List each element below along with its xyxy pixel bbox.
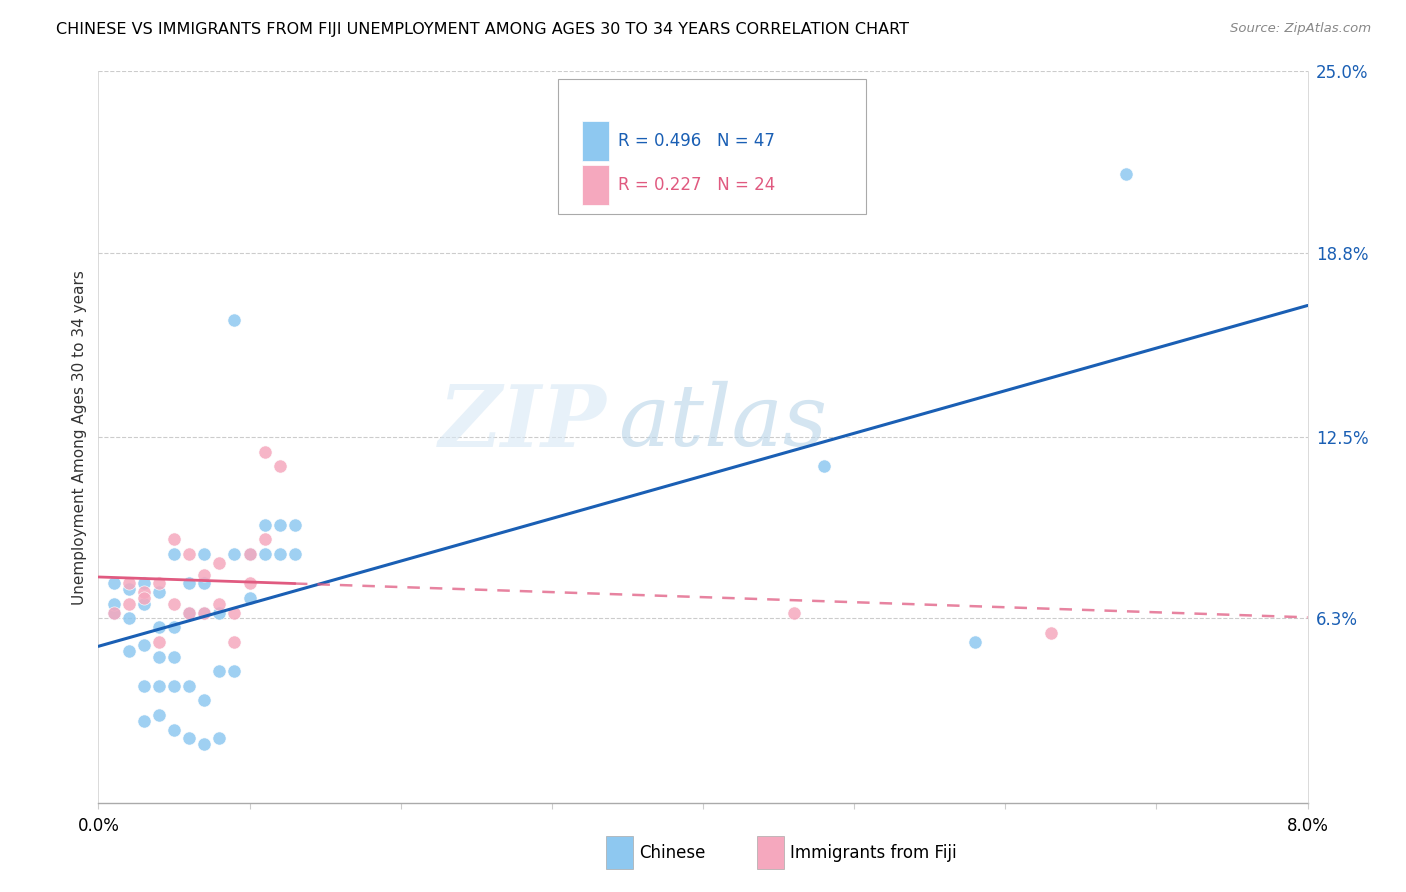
Point <box>118 611 141 625</box>
Point <box>269 547 291 561</box>
Text: Source: ZipAtlas.com: Source: ZipAtlas.com <box>1230 22 1371 36</box>
Point <box>103 576 125 591</box>
Point <box>132 679 155 693</box>
Point <box>132 585 155 599</box>
Point <box>148 635 170 649</box>
Point <box>103 606 125 620</box>
Point <box>284 517 307 532</box>
Point <box>132 597 155 611</box>
Point <box>132 591 155 605</box>
Point <box>208 597 231 611</box>
FancyBboxPatch shape <box>558 78 866 214</box>
Text: ZIP: ZIP <box>439 381 606 464</box>
Point <box>224 635 246 649</box>
Point <box>193 606 215 620</box>
Point <box>163 620 186 634</box>
Point <box>253 517 276 532</box>
Point <box>179 606 201 620</box>
Point <box>193 576 215 591</box>
Point <box>224 547 246 561</box>
Point <box>193 547 215 561</box>
Point <box>148 649 170 664</box>
Point <box>118 576 141 591</box>
Point <box>1039 626 1062 640</box>
Point <box>163 649 186 664</box>
Text: CHINESE VS IMMIGRANTS FROM FIJI UNEMPLOYMENT AMONG AGES 30 TO 34 YEARS CORRELATI: CHINESE VS IMMIGRANTS FROM FIJI UNEMPLOY… <box>56 22 910 37</box>
FancyBboxPatch shape <box>582 165 609 205</box>
Point <box>193 606 215 620</box>
Point <box>224 664 246 678</box>
Point <box>253 547 276 561</box>
FancyBboxPatch shape <box>758 836 785 869</box>
Point <box>118 582 141 597</box>
Point <box>132 714 155 728</box>
Point <box>132 576 155 591</box>
Point <box>148 620 170 634</box>
Point <box>224 606 246 620</box>
Text: R = 0.227   N = 24: R = 0.227 N = 24 <box>619 176 776 194</box>
Point <box>253 444 276 458</box>
Text: R = 0.496   N = 47: R = 0.496 N = 47 <box>619 132 775 150</box>
Point <box>208 606 231 620</box>
Point <box>269 517 291 532</box>
Point <box>239 576 262 591</box>
Point <box>163 533 186 547</box>
Point <box>193 693 215 707</box>
Point <box>163 723 186 737</box>
Point <box>163 679 186 693</box>
Point <box>163 597 186 611</box>
Point <box>783 606 806 620</box>
Point <box>118 643 141 657</box>
Point <box>103 597 125 611</box>
Point <box>179 731 201 746</box>
Text: atlas: atlas <box>619 381 828 464</box>
Point <box>239 547 262 561</box>
Point <box>208 556 231 570</box>
Point <box>148 708 170 723</box>
Text: Chinese: Chinese <box>638 844 706 862</box>
Point <box>193 567 215 582</box>
Point <box>239 591 262 605</box>
Point <box>224 313 246 327</box>
Point <box>163 547 186 561</box>
Point <box>118 597 141 611</box>
Point <box>148 585 170 599</box>
Point <box>284 547 307 561</box>
Point <box>965 635 987 649</box>
Point <box>179 547 201 561</box>
Point <box>103 606 125 620</box>
Text: Immigrants from Fiji: Immigrants from Fiji <box>790 844 956 862</box>
Point <box>269 459 291 474</box>
Point <box>179 606 201 620</box>
Point <box>179 679 201 693</box>
Point <box>193 737 215 751</box>
Point <box>239 547 262 561</box>
Y-axis label: Unemployment Among Ages 30 to 34 years: Unemployment Among Ages 30 to 34 years <box>72 269 87 605</box>
Point <box>253 533 276 547</box>
Point <box>148 576 170 591</box>
Point <box>1115 167 1137 181</box>
FancyBboxPatch shape <box>606 836 633 869</box>
FancyBboxPatch shape <box>582 120 609 161</box>
Point <box>208 664 231 678</box>
Point <box>813 459 835 474</box>
Point <box>148 679 170 693</box>
Point <box>208 731 231 746</box>
Point <box>179 576 201 591</box>
Point <box>132 638 155 652</box>
